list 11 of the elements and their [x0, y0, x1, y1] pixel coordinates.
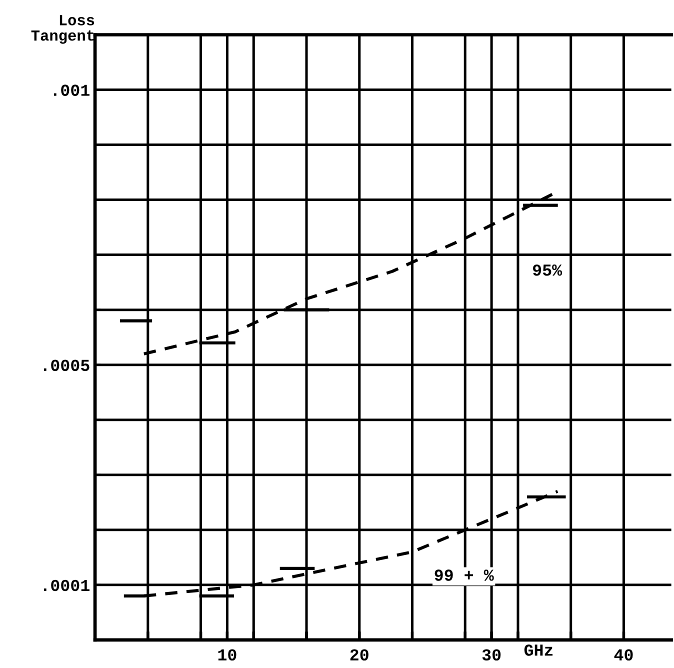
x-tick-label: 40: [614, 649, 633, 661]
x-tick-label: 20: [350, 649, 368, 661]
y-axis-title: Loss Tangent: [31, 15, 94, 44]
y-tick-label: .001: [54, 84, 90, 96]
annotation: 95%: [532, 264, 562, 276]
x-tick-label: 30: [482, 649, 501, 661]
annotation: 99 + %: [434, 570, 494, 581]
y-tick-label: .0005: [44, 360, 90, 372]
x-axis-title: GHz: [524, 644, 553, 656]
x-tick-label: 10: [218, 649, 236, 661]
y-tick-label: .0001: [44, 580, 90, 592]
